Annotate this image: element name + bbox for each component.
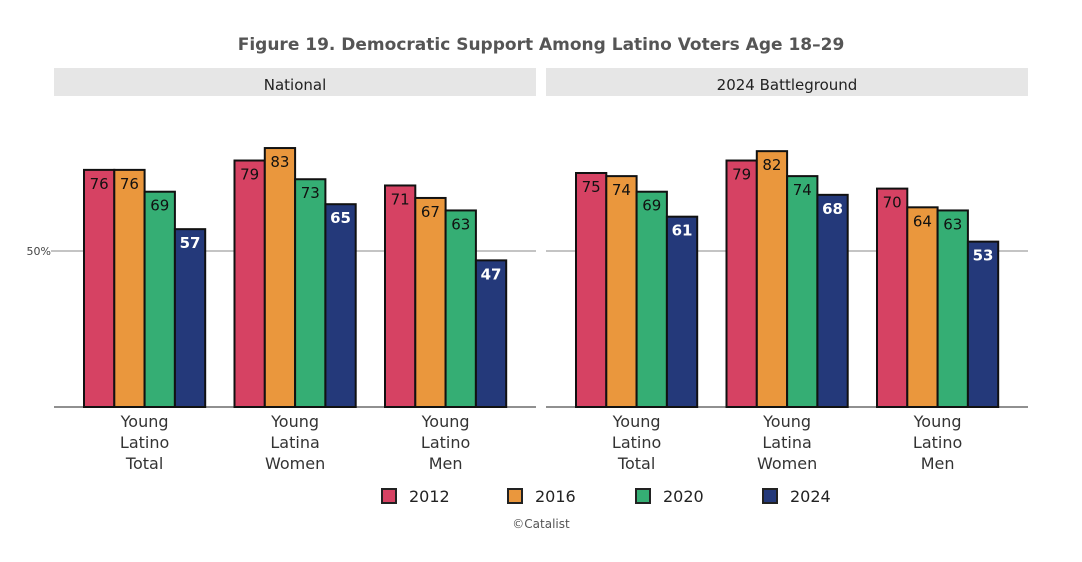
bar [725, 159, 758, 408]
data-label: 79 [732, 166, 751, 184]
data-label: 76 [90, 175, 109, 193]
data-label: 73 [301, 184, 320, 202]
bar [113, 168, 146, 408]
chart-title: Figure 19. Democratic Support Among Lati… [238, 35, 845, 55]
data-label: 76 [120, 175, 139, 193]
x-tick-label: Latino [421, 433, 470, 452]
bar [966, 240, 1000, 408]
facet-strip [546, 68, 1028, 96]
data-label: 74 [793, 181, 812, 199]
bar [786, 175, 819, 408]
x-tick-label: Young [913, 412, 962, 431]
bar [575, 172, 608, 408]
legend-swatch [635, 488, 651, 504]
y-tick-label: 50% [27, 245, 51, 258]
data-label: 67 [421, 203, 440, 221]
bar [83, 168, 116, 408]
x-tick-label: Women [757, 454, 817, 473]
bar [605, 175, 638, 408]
data-label: 79 [240, 166, 259, 184]
data-label: 70 [883, 194, 902, 212]
data-label: 83 [270, 153, 289, 171]
x-tick-label: Latino [612, 433, 661, 452]
data-label: 68 [822, 200, 843, 218]
bar [233, 159, 266, 408]
bar [324, 203, 357, 408]
data-label: 64 [913, 212, 932, 230]
bar [444, 209, 477, 408]
legend-swatch [762, 488, 778, 504]
legend-label: 2024 [790, 487, 831, 506]
bar [755, 150, 789, 408]
bar [173, 228, 207, 408]
x-tick-label: Young [120, 412, 169, 431]
x-tick-label: Young [762, 412, 811, 431]
facet-label: 2024 Battleground [717, 76, 858, 94]
x-tick-label: Men [429, 454, 463, 473]
bar [263, 147, 297, 408]
bar [876, 187, 909, 408]
x-tick-label: Total [617, 454, 655, 473]
data-label: 47 [481, 265, 502, 283]
x-tick-label: Young [270, 412, 319, 431]
x-tick-label: Latina [270, 433, 319, 452]
bar [665, 215, 699, 408]
data-label: 69 [150, 197, 169, 215]
x-tick-label: Women [265, 454, 325, 473]
bar [635, 190, 668, 408]
x-tick-label: Latino [120, 433, 169, 452]
bar [143, 190, 176, 408]
bar [906, 206, 939, 408]
data-label: 69 [642, 197, 661, 215]
data-label: 75 [582, 178, 601, 196]
x-tick-label: Latina [762, 433, 811, 452]
x-tick-label: Men [921, 454, 955, 473]
data-label: 82 [762, 156, 781, 174]
x-tick-label: Latino [913, 433, 962, 452]
bar [474, 259, 508, 408]
legend-label: 2020 [663, 487, 704, 506]
facet-label: National [264, 76, 327, 94]
legend-label: 2016 [535, 487, 576, 506]
data-label: 63 [943, 215, 962, 233]
caption: ©Catalist [512, 517, 570, 531]
data-label: 65 [330, 209, 351, 227]
bar [384, 184, 417, 408]
bar [414, 196, 447, 408]
data-label: 57 [180, 234, 201, 252]
data-label: 74 [612, 181, 631, 199]
bar [936, 209, 969, 408]
data-label: 53 [973, 247, 994, 265]
legend-swatch [507, 488, 523, 504]
legend-label: 2012 [409, 487, 450, 506]
x-tick-label: Total [125, 454, 163, 473]
data-label: 61 [672, 222, 693, 240]
x-tick-label: Young [612, 412, 661, 431]
legend-swatch [381, 488, 397, 504]
data-label: 71 [391, 190, 410, 208]
data-label: 63 [451, 215, 470, 233]
bar [816, 193, 849, 408]
bar [294, 178, 327, 408]
x-tick-label: Young [421, 412, 470, 431]
facet-strip [54, 68, 536, 96]
